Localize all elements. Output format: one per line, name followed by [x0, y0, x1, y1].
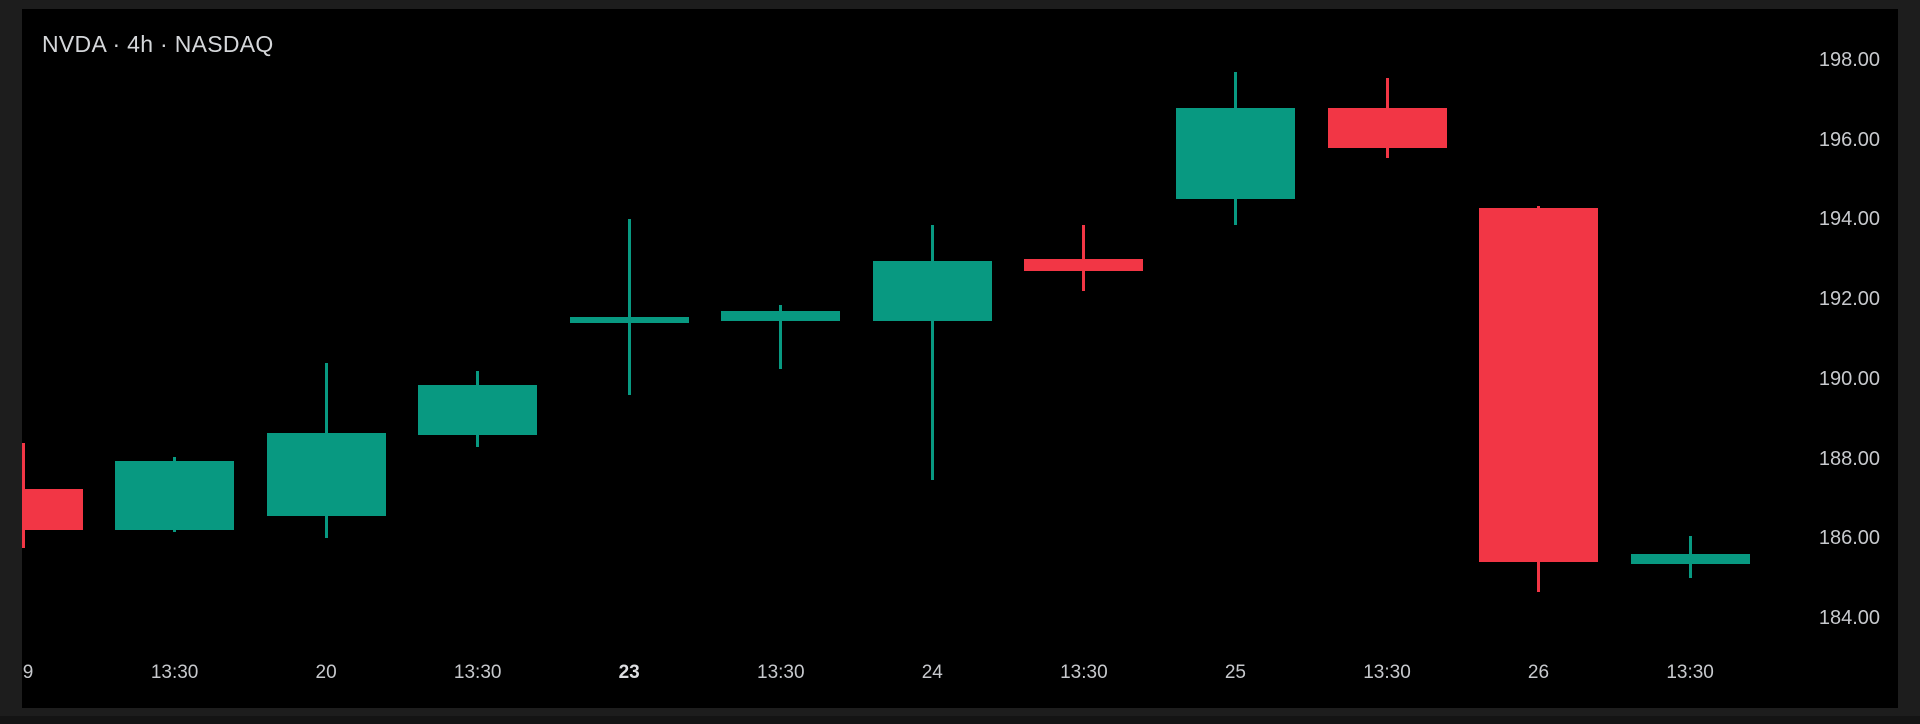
candle-body	[1630, 554, 1750, 565]
time-axis-label: 13:30	[1363, 662, 1411, 683]
price-axis-label: 186.00	[1818, 527, 1880, 550]
time-axis-label: 13:30	[1666, 662, 1714, 683]
price-axis-label: 198.00	[1818, 49, 1880, 71]
time-axis[interactable]: 9 13:30 20 13:30 23 13:30 24 13:30 25 13:30 26 13:3…	[22, 9, 1898, 708]
candles-layer	[22, 9, 1898, 708]
candle-body	[569, 317, 689, 324]
time-axis-label: 13:30	[1060, 662, 1108, 683]
candle-wick	[1082, 225, 1086, 292]
candle-body	[721, 311, 841, 322]
time-axis-label: 26	[1527, 662, 1550, 683]
candle-body	[1327, 107, 1447, 148]
time-axis-label: 13:30	[150, 662, 199, 683]
candle-body	[418, 384, 538, 435]
candle-wick	[627, 219, 631, 395]
candle-wick	[930, 225, 934, 481]
bottom-bar	[0, 716, 1920, 724]
symbol-title: NVDA · 4h · NASDAQ	[42, 31, 274, 57]
time-axis-label: 24	[921, 662, 943, 683]
price-axis-label: 188.00	[1818, 447, 1880, 470]
price-axis-label: 192.00	[1818, 288, 1880, 311]
candle-body	[266, 432, 386, 517]
candle-body	[872, 261, 992, 322]
candle-body	[1479, 207, 1598, 563]
time-axis-label: 13:30	[453, 662, 502, 683]
time-axis-label: 23	[618, 662, 640, 683]
candle-body	[22, 488, 83, 531]
time-axis-label: 13:30	[757, 662, 805, 683]
chart-canvas[interactable]: NVDA · 4h · NASDAQ 198.00 196.00 194.00 192…	[22, 9, 1898, 708]
time-axis-label: 25	[1224, 662, 1246, 683]
price-axis-label: 194.00	[1818, 208, 1880, 231]
candle-body	[1175, 107, 1295, 200]
candle-wick	[779, 305, 783, 369]
price-axis-label: 196.00	[1818, 128, 1880, 151]
price-axis-label: 184.00	[1818, 607, 1880, 629]
candle-body	[115, 460, 235, 531]
time-axis-label: 20	[315, 662, 337, 683]
price-axis[interactable]: 198.00 196.00 194.00 192.00 190.00 188.00 186.…	[22, 9, 1898, 708]
candle-body	[1024, 259, 1144, 272]
time-axis-label: 9	[22, 662, 34, 683]
price-axis-label: 190.00	[1818, 367, 1880, 390]
